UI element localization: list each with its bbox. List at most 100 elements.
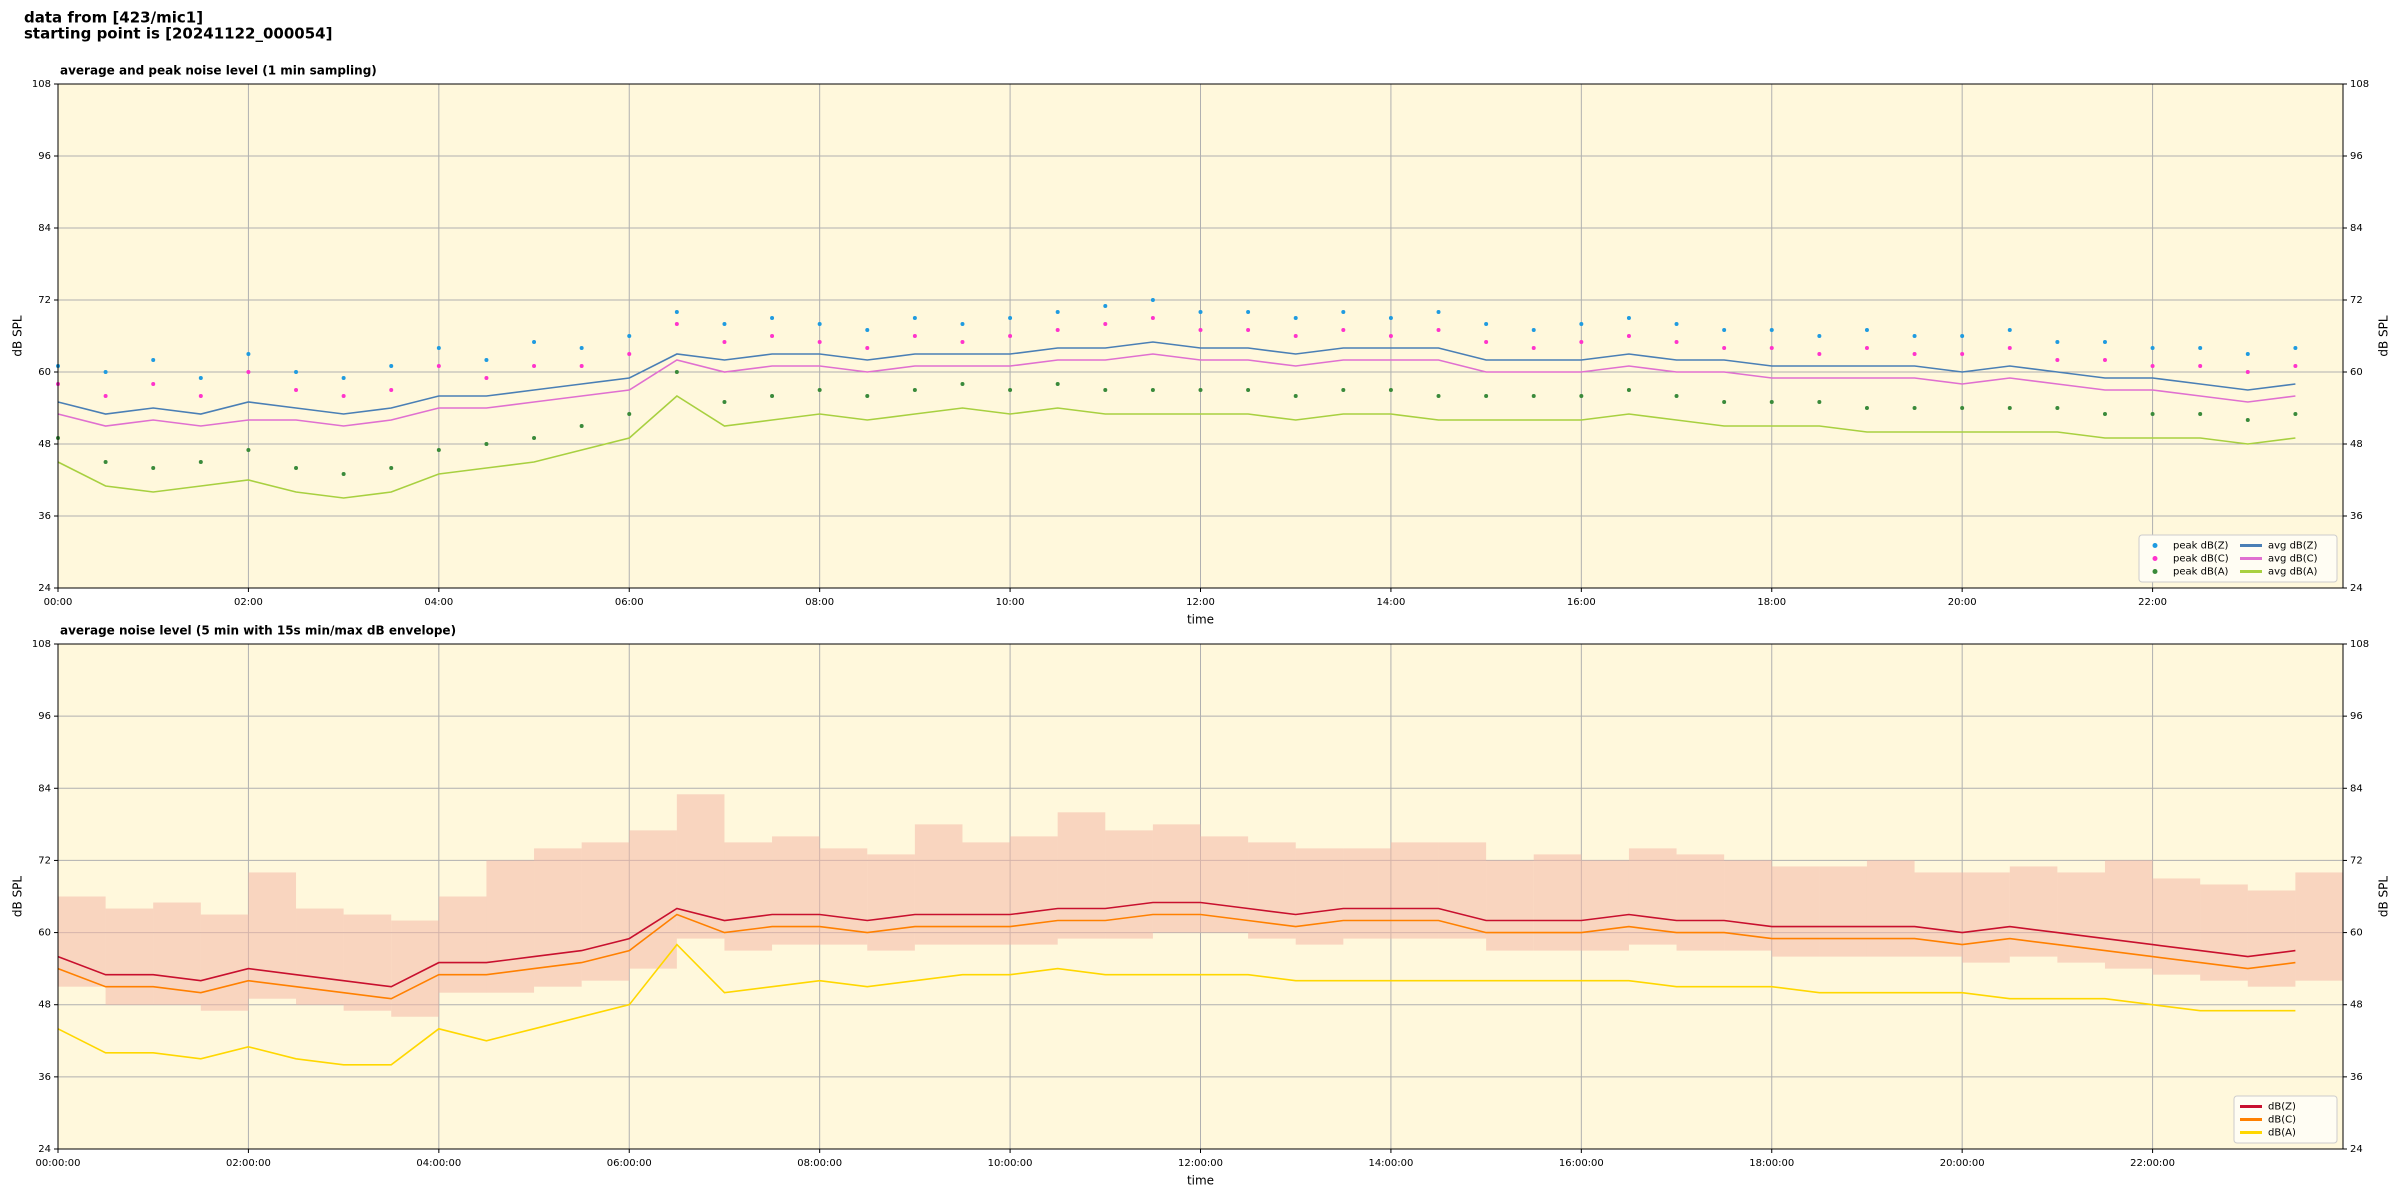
legend-label: avg dB(C)	[2268, 554, 2318, 565]
series-line	[57, 353, 2296, 427]
envelope-band	[1057, 812, 1106, 939]
peak-point	[103, 394, 108, 398]
peak-point	[2198, 364, 2203, 368]
peak-point	[246, 370, 251, 374]
legend-marker	[2152, 556, 2158, 561]
peak-point	[1341, 388, 1346, 392]
peak-point	[2245, 418, 2250, 422]
x-tick-label: 04:00	[424, 597, 453, 608]
legend-label: dB(C)	[2268, 1115, 2296, 1126]
peak-point	[2150, 364, 2155, 368]
y-tick-label: 24	[38, 583, 51, 594]
peak-point	[532, 340, 537, 344]
y2-tick-label: 84	[2350, 223, 2363, 234]
envelope-band	[629, 830, 677, 969]
envelope-band	[1438, 842, 1487, 939]
y-tick-label: 108	[32, 639, 51, 650]
peak-point	[579, 346, 584, 350]
peak-point	[865, 346, 870, 350]
peak-point	[341, 394, 346, 398]
envelope-band	[1628, 848, 1677, 945]
peak-point	[294, 466, 299, 470]
y2-tick-label: 108	[2350, 79, 2369, 90]
peak-point	[1008, 388, 1013, 392]
x-tick-label: 20:00	[1948, 597, 1977, 608]
y-tick-label: 24	[38, 1144, 51, 1155]
envelope-band	[867, 854, 915, 951]
peak-point	[1436, 394, 1441, 398]
x-tick-label: 18:00:00	[1749, 1158, 1794, 1169]
envelope-band	[1962, 872, 2010, 963]
peak-point	[198, 394, 203, 398]
peak-point	[198, 460, 203, 464]
legend-label: avg dB(Z)	[2268, 541, 2318, 552]
envelope-band	[1771, 866, 1820, 957]
x-tick-label: 22:00:00	[2130, 1158, 2175, 1169]
peak-point	[1341, 328, 1346, 332]
peak-point	[1579, 322, 1584, 326]
peak-point	[579, 364, 584, 368]
series-line	[57, 901, 2296, 988]
x-tick-label: 14:00:00	[1368, 1158, 1413, 1169]
peak-point	[770, 316, 775, 320]
legend-label: avg dB(A)	[2268, 567, 2318, 578]
envelope-band	[1152, 824, 1201, 933]
peak-point	[2293, 412, 2298, 416]
peak-point	[1055, 310, 1060, 314]
peak-point	[865, 328, 870, 332]
peak-point	[627, 334, 632, 338]
envelope-band	[200, 914, 249, 1011]
envelope-band	[486, 860, 535, 993]
peak-point	[1246, 328, 1251, 332]
legend-label: dB(Z)	[2268, 1102, 2296, 1113]
peak-point	[960, 322, 965, 326]
peak-point	[151, 382, 156, 386]
peak-point	[1674, 322, 1679, 326]
envelope-band	[724, 842, 773, 951]
y2-tick-label: 48	[2350, 1000, 2363, 1011]
y-tick-label: 48	[38, 1000, 51, 1011]
envelope-band	[962, 842, 1011, 945]
envelope-band	[1486, 860, 1534, 951]
series-line	[57, 341, 2296, 415]
y2-tick-label: 48	[2350, 439, 2363, 450]
peak-point	[817, 340, 822, 344]
envelope-band	[1533, 854, 1582, 951]
chart-title: average noise level (5 min with 15s min/…	[60, 624, 456, 638]
envelope-band	[1819, 866, 1867, 957]
peak-point	[1436, 328, 1441, 332]
peak-point	[579, 424, 584, 428]
y2-tick-label: 96	[2350, 711, 2363, 722]
envelope-band	[343, 914, 392, 1011]
y-tick-label: 36	[38, 1072, 51, 1083]
x-tick-label: 10:00:00	[988, 1158, 1033, 1169]
x-axis-label: time	[1187, 1174, 1214, 1188]
peak-point	[1150, 388, 1155, 392]
y2-tick-label: 96	[2350, 151, 2363, 162]
peak-point	[532, 364, 537, 368]
y2-axis-label: dB SPL	[2377, 315, 2391, 357]
peak-point	[722, 400, 727, 404]
envelope-band	[1200, 836, 1249, 933]
envelope-band	[581, 842, 630, 981]
peak-point	[1769, 400, 1774, 404]
envelope-band	[1248, 842, 1296, 939]
y-tick-label: 84	[38, 223, 51, 234]
y-tick-label: 96	[38, 711, 51, 722]
y-tick-label: 60	[38, 367, 51, 378]
envelope-band	[1010, 836, 1058, 945]
peak-point	[2007, 346, 2012, 350]
peak-point	[484, 358, 489, 362]
peak-point	[2293, 346, 2298, 350]
peak-point	[1960, 334, 1965, 338]
x-tick-label: 02:00	[234, 597, 263, 608]
y2-tick-label: 60	[2350, 928, 2363, 939]
peak-point	[627, 352, 632, 356]
y-tick-label: 72	[38, 295, 51, 306]
peak-point	[1817, 352, 1822, 356]
envelope-band	[105, 908, 154, 1005]
peak-point	[484, 442, 489, 446]
envelope-band	[1105, 830, 1153, 939]
peak-point	[674, 310, 679, 314]
legend-marker	[2152, 569, 2158, 574]
